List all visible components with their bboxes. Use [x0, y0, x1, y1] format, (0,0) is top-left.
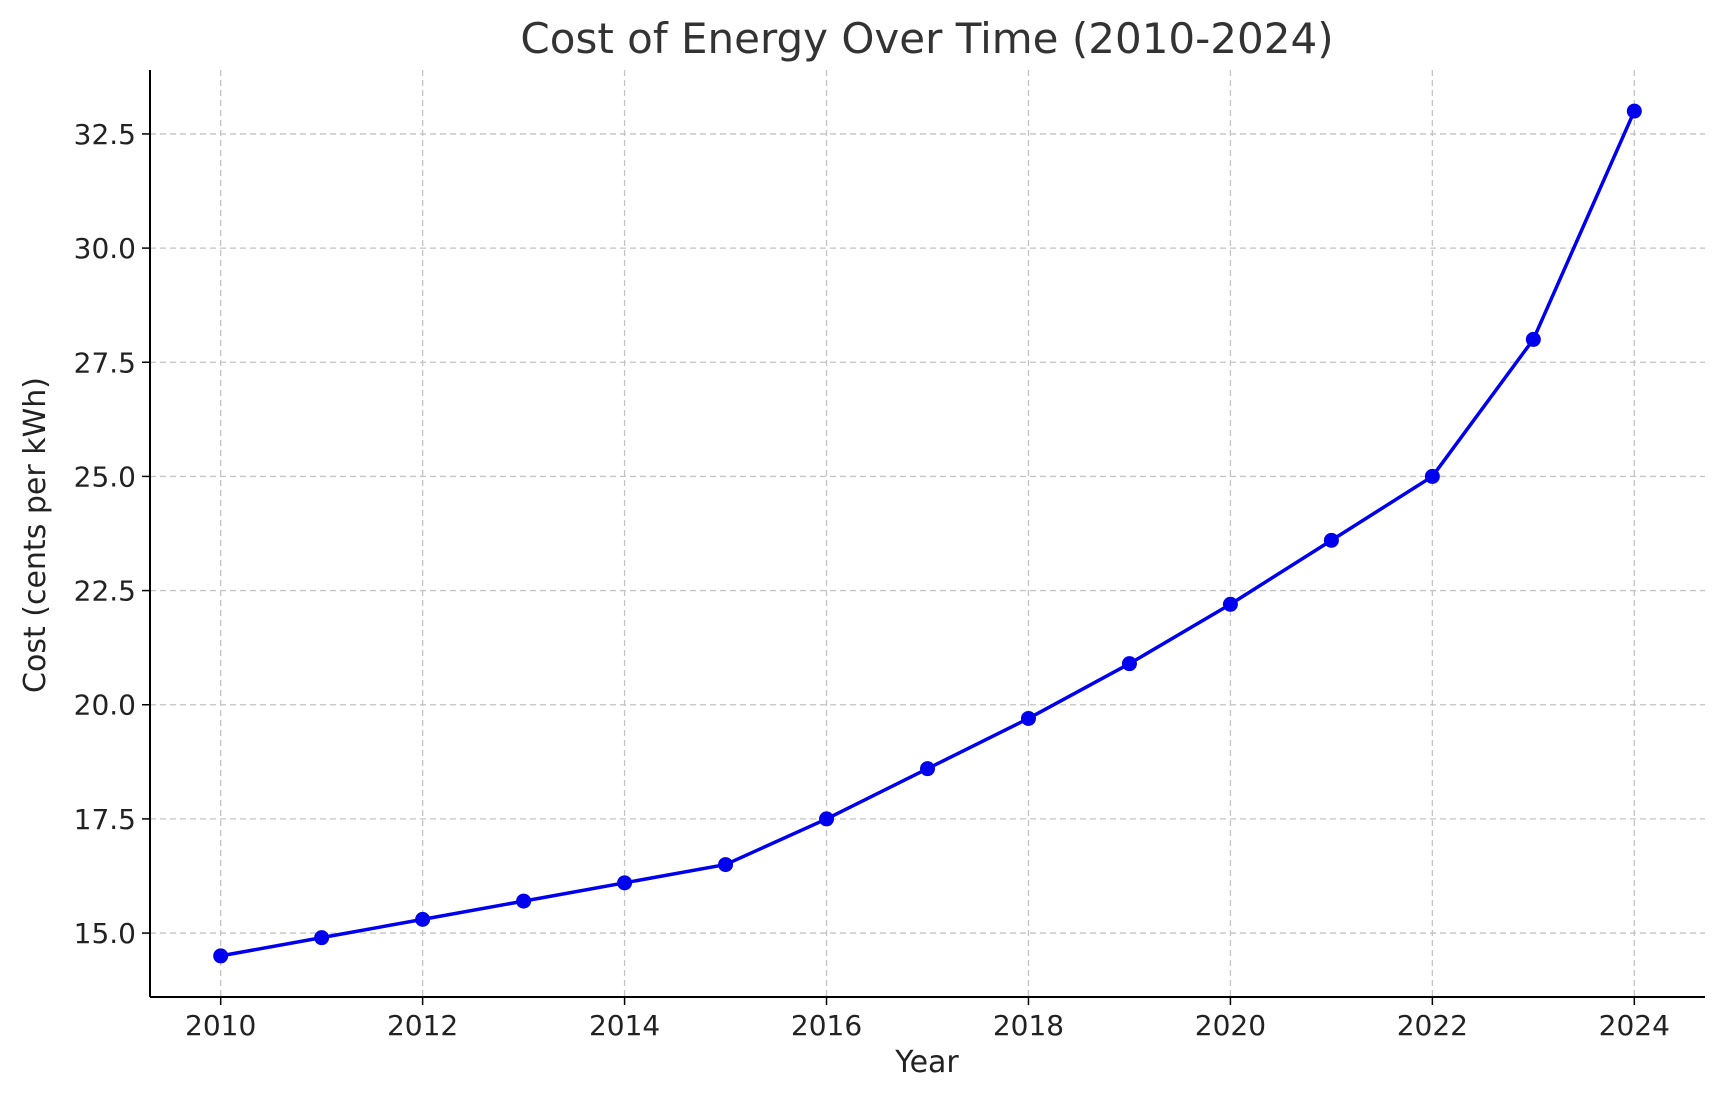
data-point: [1424, 468, 1440, 484]
data-point: [1525, 331, 1541, 347]
x-tick-label: 2016: [791, 1009, 862, 1042]
grid: [150, 70, 1705, 997]
y-tick-label: 32.5: [74, 118, 136, 151]
data-point: [920, 761, 935, 777]
x-tick-label: 2024: [1599, 1009, 1670, 1042]
series-line: [218, 109, 1637, 958]
data-point: [1323, 532, 1339, 548]
y-axis-label: Cost (cents per kWh): [18, 377, 53, 693]
x-tick-label: 2012: [387, 1009, 458, 1042]
y-tick-label: 30.0: [74, 232, 136, 265]
axes: [142, 70, 1705, 1005]
data-point: [1020, 710, 1036, 726]
x-axis-label: Year: [894, 1045, 959, 1080]
data-point: [415, 911, 431, 927]
chart-title: Cost of Energy Over Time (2010-2024): [520, 14, 1333, 63]
x-tick-label: 2014: [589, 1009, 660, 1042]
data-point: [718, 857, 734, 873]
y-tick-label: 20.0: [74, 689, 136, 722]
data-point: [1222, 596, 1238, 612]
y-tick-label: 15.0: [74, 917, 136, 950]
y-tick-label: 22.5: [74, 575, 136, 608]
series: [213, 103, 1642, 964]
y-tick-label: 27.5: [74, 346, 136, 379]
data-point: [213, 948, 229, 964]
tick-labels: 2010 2012 2014 2016 2018 2020 2022 2024 15.0 17.5…: [74, 118, 1670, 1042]
x-tick-label: 2018: [993, 1009, 1064, 1042]
x-tick-label: 2022: [1397, 1009, 1468, 1042]
data-point: [1626, 103, 1642, 119]
y-tick-label: 25.0: [74, 460, 136, 493]
x-tick-label: 2010: [185, 1009, 256, 1042]
y-tick-label: 17.5: [74, 803, 136, 836]
data-point: [516, 893, 532, 909]
x-tick-label: 2020: [1195, 1009, 1266, 1042]
data-point: [617, 875, 633, 891]
data-point: [314, 930, 330, 946]
data-point: [1121, 656, 1137, 672]
data-point: [819, 811, 835, 827]
